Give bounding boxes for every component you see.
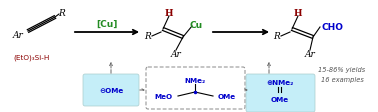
- Text: H: H: [294, 8, 302, 17]
- Text: Ar: Ar: [305, 50, 315, 59]
- FancyBboxPatch shape: [83, 74, 139, 106]
- FancyBboxPatch shape: [146, 67, 245, 109]
- Text: R: R: [274, 32, 280, 41]
- Text: [Cu]: [Cu]: [96, 19, 118, 28]
- Text: 15-86% yields: 15-86% yields: [318, 66, 366, 72]
- Text: CHO: CHO: [321, 23, 343, 32]
- Text: MeO: MeO: [154, 93, 172, 99]
- Text: Ar: Ar: [12, 31, 23, 40]
- Text: NMe₂: NMe₂: [184, 77, 206, 83]
- Text: Cu: Cu: [189, 21, 203, 30]
- Text: ⊕NMe₂: ⊕NMe₂: [266, 79, 294, 85]
- FancyBboxPatch shape: [246, 74, 315, 112]
- Text: ⊖OMe: ⊖OMe: [99, 87, 123, 93]
- Text: OMe: OMe: [271, 96, 289, 102]
- Text: OMe: OMe: [218, 93, 236, 99]
- Text: Ar: Ar: [170, 50, 181, 59]
- Text: R: R: [59, 9, 65, 18]
- Text: (EtO)₃Si-H: (EtO)₃Si-H: [14, 54, 50, 61]
- Text: 16 examples: 16 examples: [321, 76, 363, 82]
- Text: R: R: [145, 32, 151, 41]
- Text: H: H: [165, 8, 173, 17]
